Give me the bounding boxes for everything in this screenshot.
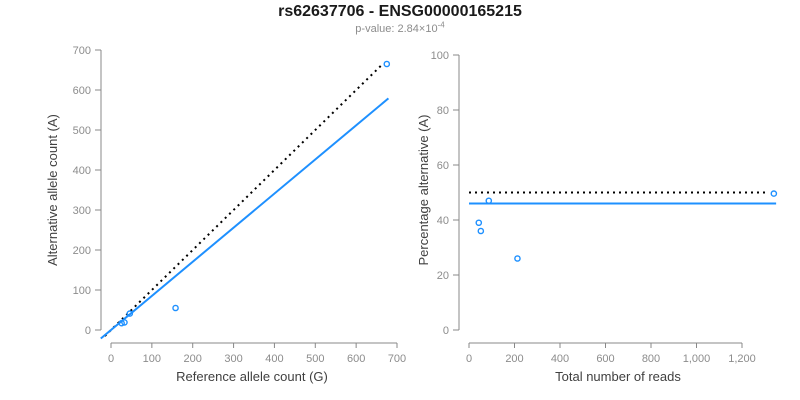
y-tick-label: 100 xyxy=(431,50,449,62)
x-tick-label: 400 xyxy=(265,353,283,365)
y-axis-title: Alternative allele count (A) xyxy=(45,114,60,266)
y-tick-label: 20 xyxy=(437,270,449,282)
data-point xyxy=(121,319,128,326)
y-tick-label: 700 xyxy=(73,45,91,57)
y-tick-label: 0 xyxy=(85,325,91,337)
y-tick-label: 80 xyxy=(437,105,449,117)
y-tick-label: 200 xyxy=(73,245,91,257)
data-point xyxy=(383,60,391,68)
data-point xyxy=(477,227,485,235)
fitted-line xyxy=(100,97,390,340)
x-tick-label: 1,000 xyxy=(683,353,711,365)
x-tick-label: 200 xyxy=(505,353,523,365)
x-tick-label: 0 xyxy=(466,353,472,365)
x-tick-label: 600 xyxy=(596,353,614,365)
x-tick-label: 500 xyxy=(306,353,324,365)
subtitle-text: p-value: 2.84×10 xyxy=(355,23,438,35)
data-point xyxy=(514,255,521,262)
data-point xyxy=(126,310,134,317)
x-tick-label: 200 xyxy=(184,353,202,365)
identity-line xyxy=(104,63,384,337)
y-tick-label: 0 xyxy=(443,325,449,337)
data-point xyxy=(118,319,125,327)
x-tick-label: 1,200 xyxy=(728,353,756,365)
data-point xyxy=(475,219,483,227)
x-tick-label: 400 xyxy=(551,353,569,365)
chart-subtitle: p-value: 2.84×10-4 xyxy=(0,20,800,35)
y-tick-label: 300 xyxy=(73,205,91,217)
x-tick-label: 0 xyxy=(108,353,114,365)
data-point xyxy=(770,190,778,197)
y-tick-label: 100 xyxy=(73,285,91,297)
y-tick-label: 40 xyxy=(437,215,449,227)
x-tick-label: 300 xyxy=(224,353,242,365)
x-axis-title: Reference allele count (G) xyxy=(176,369,328,384)
data-point xyxy=(172,304,179,312)
subtitle-exponent: -4 xyxy=(437,20,445,30)
y-tick-label: 600 xyxy=(73,85,91,97)
x-tick-label: 100 xyxy=(143,353,161,365)
x-axis-title: Total number of reads xyxy=(555,369,681,384)
y-tick-label: 60 xyxy=(437,160,449,172)
y-tick-label: 500 xyxy=(73,125,91,137)
y-axis-title: Percentage alternative (A) xyxy=(416,114,431,265)
y-tick-label: 400 xyxy=(73,165,91,177)
x-tick-label: 600 xyxy=(347,353,365,365)
chart-title: rs62637706 - ENSG00000165215 xyxy=(278,3,522,20)
x-tick-label: 700 xyxy=(388,353,406,365)
x-tick-label: 800 xyxy=(642,353,660,365)
data-point xyxy=(485,197,493,205)
